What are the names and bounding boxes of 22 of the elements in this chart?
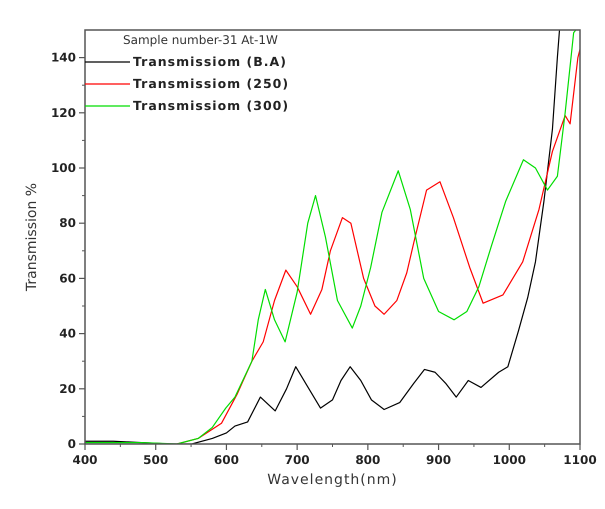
- legend-label: Transmissiom (300): [133, 98, 290, 113]
- x-tick-label: 700: [284, 453, 310, 467]
- y-tick-label: 40: [59, 326, 76, 341]
- y-tick-label: 60: [59, 271, 76, 286]
- y-tick-label: 0: [68, 437, 76, 451]
- x-tick-label: 1100: [563, 453, 597, 467]
- x-tick-label: 500: [143, 453, 168, 467]
- y-tick-label: 120: [50, 106, 76, 120]
- y-tick-label: 140: [50, 50, 76, 65]
- x-tick-label: 800: [355, 453, 380, 467]
- x-tick-label: 900: [426, 453, 452, 467]
- x-tick-label: 1000: [492, 453, 526, 467]
- y-axis-title: Transmission %: [24, 182, 40, 292]
- legend-title: Sample number-31 At-1W: [123, 33, 278, 47]
- x-tick-label: 400: [72, 453, 98, 467]
- y-tick-label: 80: [59, 216, 76, 230]
- y-tick-label: 100: [50, 161, 76, 175]
- legend-label: Transmissiom (B.A): [133, 54, 287, 69]
- x-axis-title: Wavelength(nm): [267, 472, 398, 488]
- y-tick-label: 20: [59, 382, 76, 396]
- x-tick-label: 600: [214, 453, 239, 467]
- legend-label: Transmissiom (250): [133, 76, 290, 91]
